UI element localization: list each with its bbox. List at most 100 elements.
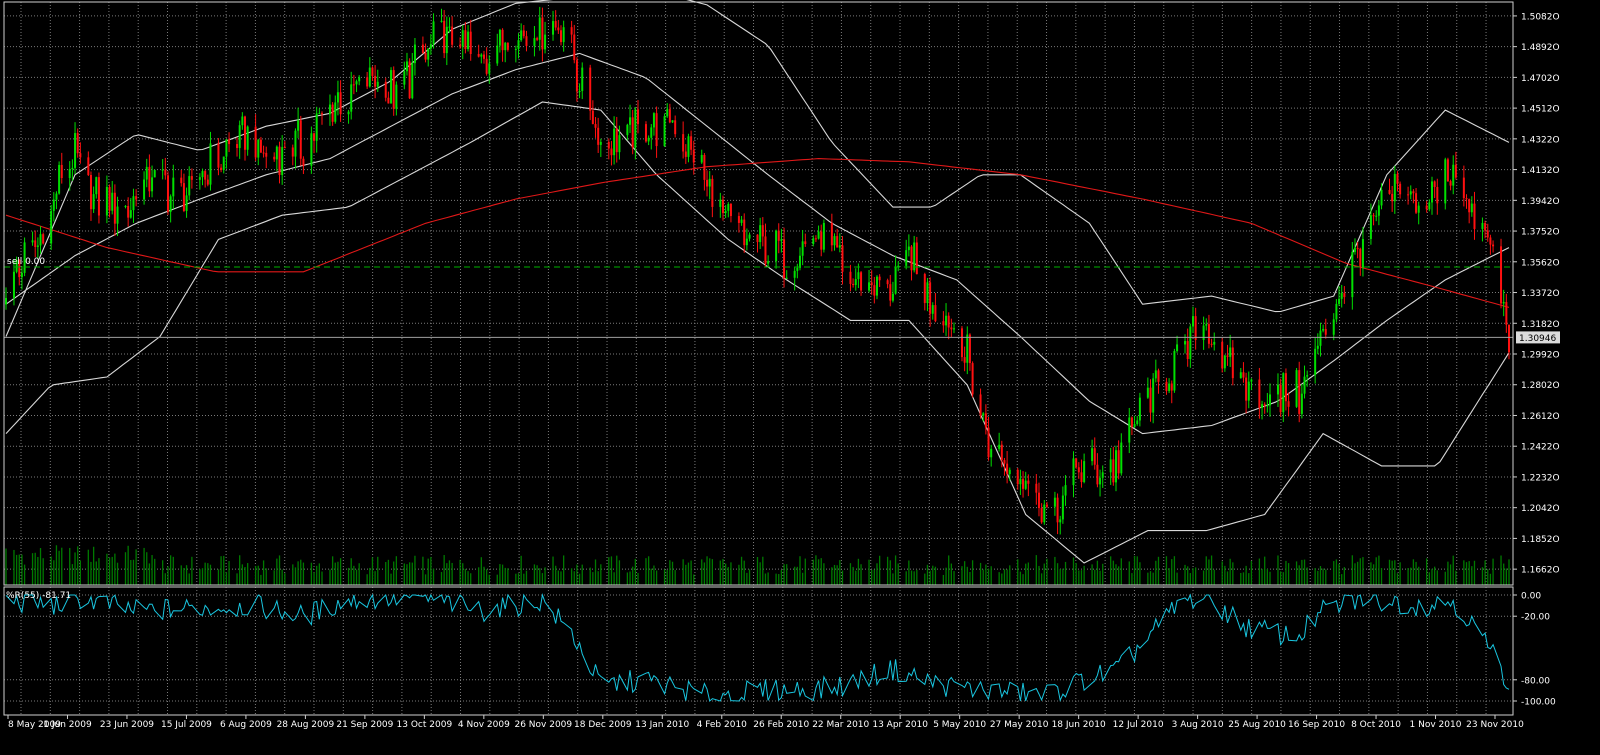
candle-body	[966, 334, 969, 363]
candle-body	[1221, 341, 1224, 369]
candle-body	[591, 110, 594, 125]
candle-body	[968, 334, 971, 364]
candle-body	[71, 167, 74, 170]
candle-body	[172, 177, 175, 197]
candle-body	[1428, 202, 1431, 210]
x-tick-label: 3 Aug 2010	[1172, 720, 1224, 730]
candle-body	[1130, 417, 1133, 427]
candle-body	[1157, 370, 1160, 382]
candle-body	[1332, 319, 1335, 335]
candle-body	[830, 222, 833, 246]
candle-body	[926, 282, 929, 304]
candle-body	[1064, 485, 1067, 496]
candle-body	[796, 267, 799, 271]
candle-body	[1369, 215, 1372, 239]
candle-body	[23, 242, 26, 273]
candle-body	[634, 109, 637, 148]
candle-body	[745, 238, 748, 246]
candle-body	[339, 92, 342, 115]
wpr-tick-label: 0.00	[1521, 592, 1541, 602]
candle-body	[1449, 181, 1452, 186]
x-tick-label: 12 Jul 2010	[1113, 720, 1164, 730]
candle-body	[1096, 464, 1099, 485]
candle-body	[217, 143, 220, 168]
candle-body	[421, 44, 424, 53]
main-frame	[3, 1, 1514, 586]
sell-label: sell 0.00	[7, 257, 45, 267]
candle-body	[1247, 381, 1250, 401]
candle-body	[931, 305, 934, 314]
candle-body	[371, 67, 374, 76]
candle-body	[814, 238, 817, 240]
band-middle-line	[5, 52, 1510, 435]
candle-body	[599, 141, 602, 145]
candle-body	[1391, 193, 1394, 202]
candle-body	[1035, 483, 1038, 493]
candle-body	[963, 357, 966, 363]
candle-body	[1335, 303, 1338, 320]
candle-body	[1136, 420, 1139, 425]
candle-body	[1008, 469, 1011, 475]
candle-body	[594, 124, 597, 128]
candle-body	[198, 177, 201, 180]
candle-body	[185, 195, 188, 211]
candle-body	[318, 113, 321, 115]
candle-body	[1338, 298, 1341, 304]
candle-body	[477, 53, 480, 57]
candle-body	[1170, 383, 1173, 391]
candle-body	[945, 315, 948, 326]
candle-body	[241, 116, 244, 126]
candle-body	[1484, 223, 1487, 231]
candle-body	[1380, 189, 1383, 206]
candle-body	[39, 234, 42, 246]
candle-body	[1006, 463, 1009, 475]
candle-body	[838, 245, 841, 248]
candle-body	[1117, 450, 1120, 474]
candle-body	[629, 117, 632, 125]
candle-body	[756, 234, 759, 243]
candle-body	[915, 242, 918, 275]
candle-body	[236, 144, 239, 149]
candle-body	[190, 176, 193, 180]
candle-body	[889, 284, 892, 301]
candle-body	[836, 236, 839, 248]
candle-body	[706, 179, 709, 187]
candle-body	[424, 52, 427, 60]
candle-body	[1306, 375, 1309, 377]
candle-body	[321, 113, 324, 115]
candle-body	[644, 124, 647, 142]
x-tick-label: 13 Apr 2010	[872, 720, 928, 730]
candle-body	[246, 126, 249, 150]
candle-body	[1152, 378, 1155, 413]
y-tick-label: 1.4322O	[1521, 135, 1560, 145]
candle-body	[60, 164, 63, 179]
candle-body	[1340, 293, 1343, 299]
candle-body	[34, 240, 37, 248]
candle-body	[1508, 324, 1510, 353]
candle-body	[108, 186, 111, 211]
candle-body	[254, 126, 257, 158]
x-tick-label: 13 Oct 2009	[397, 720, 453, 730]
candle-body	[1207, 324, 1210, 344]
y-tick-label: 1.4132O	[1521, 166, 1560, 176]
candle-body	[1045, 504, 1048, 507]
candle-body	[793, 270, 796, 278]
candle-body	[1040, 508, 1043, 523]
candle-body	[113, 192, 116, 224]
candle-body	[164, 169, 167, 176]
candle-body	[1319, 330, 1322, 346]
candle-body	[923, 274, 926, 304]
candle-body	[151, 177, 154, 192]
candle-body	[403, 71, 406, 85]
levels: 1.30946	[4, 266, 1560, 344]
candle-body	[724, 210, 727, 214]
candle-body	[257, 139, 260, 158]
candle-body	[299, 120, 302, 159]
candle-body	[161, 169, 164, 171]
candle-body	[1276, 384, 1279, 395]
candle-body	[1210, 343, 1213, 345]
candle-body	[387, 97, 390, 104]
x-tick-label: 8 Oct 2010	[1351, 720, 1401, 730]
candle-body	[1263, 404, 1266, 406]
candle-body	[1223, 355, 1226, 369]
